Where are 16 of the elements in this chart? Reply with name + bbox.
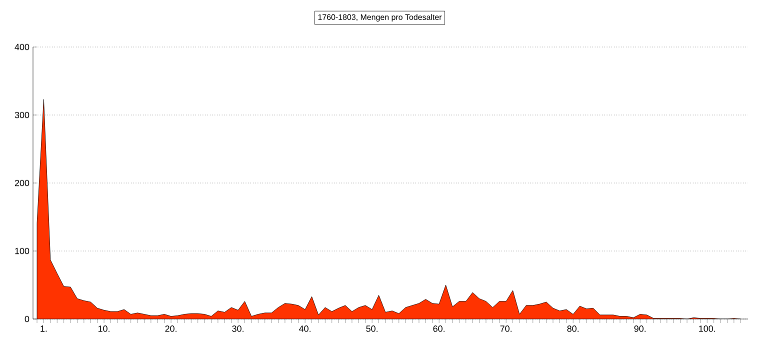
y-tick-label: 100 [15, 248, 30, 254]
y-tick-label: 0 [24, 316, 30, 322]
y-tick-label: 400 [14, 44, 30, 50]
x-tick-label: 40. [299, 326, 310, 332]
x-tick-label: 70. [500, 326, 512, 332]
x-tick-label: 50. [366, 326, 378, 332]
y-tick-label: 300 [14, 112, 30, 118]
x-tick-label: 60. [433, 326, 444, 332]
x-tick-label: 90. [634, 326, 646, 332]
y-tick-label: 200 [14, 180, 30, 186]
x-tick-label: 20. [165, 326, 176, 332]
x-tick-label: 30. [232, 326, 244, 332]
x-tick-label: 80. [567, 326, 579, 332]
x-tick-label: 10. [98, 326, 110, 332]
x-tick-label: 100. [699, 326, 716, 332]
x-tick-label: 1. [40, 326, 47, 332]
